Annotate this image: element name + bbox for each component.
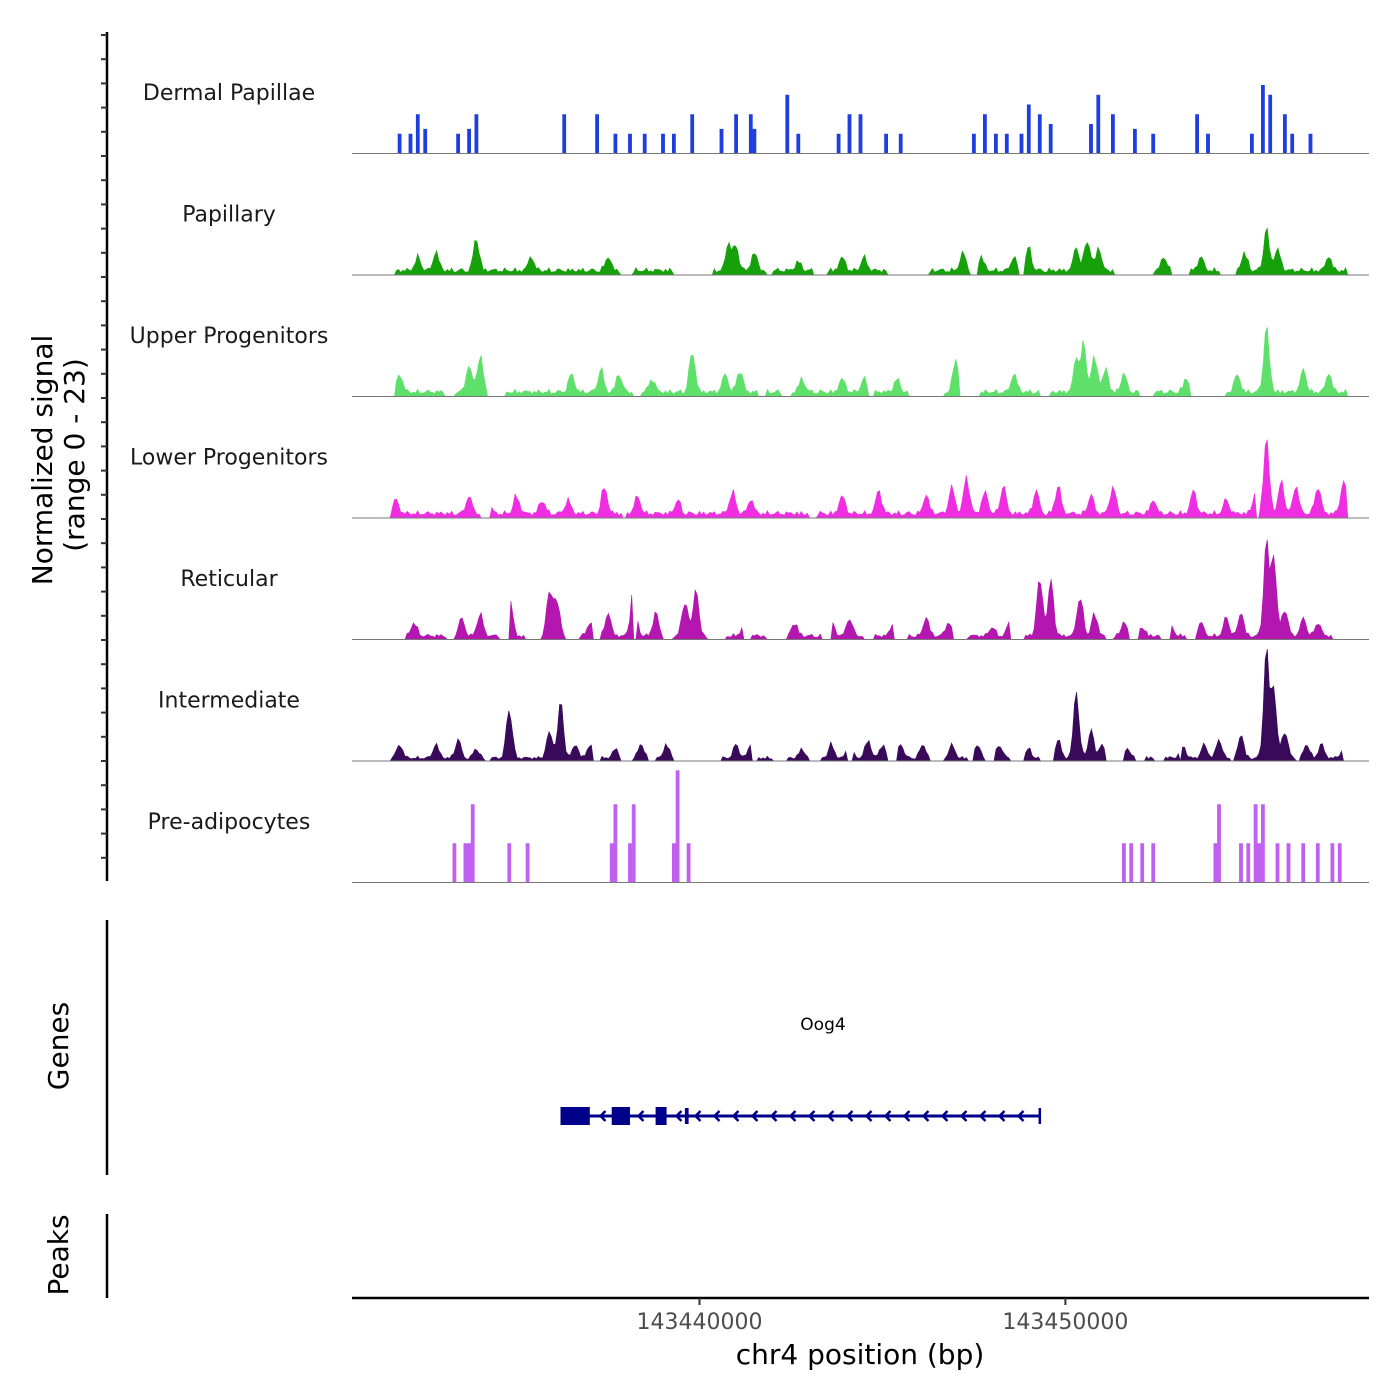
- signal-area: [397, 85, 1313, 154]
- strand-arrow: [902, 1110, 911, 1122]
- signal-y-ticks: [101, 34, 107, 859]
- gene-model: [560, 1107, 1042, 1125]
- x-axis-ticks: 143440000 143450000: [637, 1298, 1128, 1335]
- track-pre-adipocytes: Pre-adipocytes: [148, 770, 1369, 883]
- x-tick-label: 143450000: [1002, 1310, 1128, 1335]
- strand-arrow: [769, 1110, 778, 1122]
- strand-arrow: [845, 1110, 854, 1122]
- coverage-tracks: Dermal Papillae Papillary Upper Progenitor…: [130, 81, 1369, 883]
- x-tick-label: 143440000: [637, 1310, 763, 1335]
- signal-area: [352, 227, 1369, 276]
- x-axis-title: chr4 position (bp): [736, 1338, 985, 1371]
- strand-arrow: [598, 1110, 607, 1122]
- track-label: Upper Progenitors: [130, 324, 329, 349]
- track-label: Dermal Papillae: [143, 81, 315, 106]
- peaks-axis-label: Peaks: [42, 1214, 75, 1295]
- track-label: Reticular: [180, 567, 278, 592]
- gene-exon: [684, 1108, 689, 1124]
- strand-arrow: [864, 1110, 873, 1122]
- track-papillary: Papillary: [182, 203, 1369, 276]
- strand-arrow: [712, 1110, 721, 1122]
- signal-area: [352, 439, 1369, 519]
- gene-exon: [611, 1107, 630, 1125]
- strand-arrow: [1016, 1110, 1025, 1122]
- signal-area: [452, 770, 1342, 883]
- strand-arrow: [807, 1110, 816, 1122]
- strand-arrow: [731, 1110, 740, 1122]
- y-axis-label-line2: (range 0 - 23): [58, 358, 91, 552]
- gene-name-label: Oog4: [800, 1015, 845, 1035]
- track-label: Pre-adipocytes: [148, 810, 311, 835]
- genes-axis-label: Genes: [42, 1002, 75, 1090]
- track-reticular: Reticular: [180, 539, 1369, 640]
- y-axis-label-line1: Normalized signal: [26, 335, 59, 586]
- strand-arrow: [674, 1110, 683, 1122]
- strand-arrow: [978, 1110, 987, 1122]
- strand-arrow: [921, 1110, 930, 1122]
- strand-arrow: [997, 1110, 1006, 1122]
- track-label: Lower Progenitors: [130, 446, 328, 471]
- gene-exon: [655, 1107, 667, 1125]
- signal-area: [352, 648, 1369, 762]
- strand-arrow: [750, 1110, 759, 1122]
- strand-arrow: [636, 1110, 645, 1122]
- track-dermal-papillae: Dermal Papillae: [143, 81, 1369, 154]
- track-label: Papillary: [182, 203, 276, 228]
- signal-area: [352, 327, 1369, 397]
- strand-arrow: [940, 1110, 949, 1122]
- signal-area: [352, 539, 1369, 640]
- track-lower-progenitors: Lower Progenitors: [130, 439, 1369, 519]
- track-label: Intermediate: [158, 689, 300, 714]
- strand-arrow: [693, 1110, 702, 1122]
- track-upper-progenitors: Upper Progenitors: [130, 324, 1369, 397]
- strand-arrow: [826, 1110, 835, 1122]
- gene-exon: [560, 1107, 590, 1125]
- strand-arrow: [883, 1110, 892, 1122]
- strand-arrow: [959, 1110, 968, 1122]
- strand-arrow: [788, 1110, 797, 1122]
- track-intermediate: Intermediate: [158, 648, 1369, 762]
